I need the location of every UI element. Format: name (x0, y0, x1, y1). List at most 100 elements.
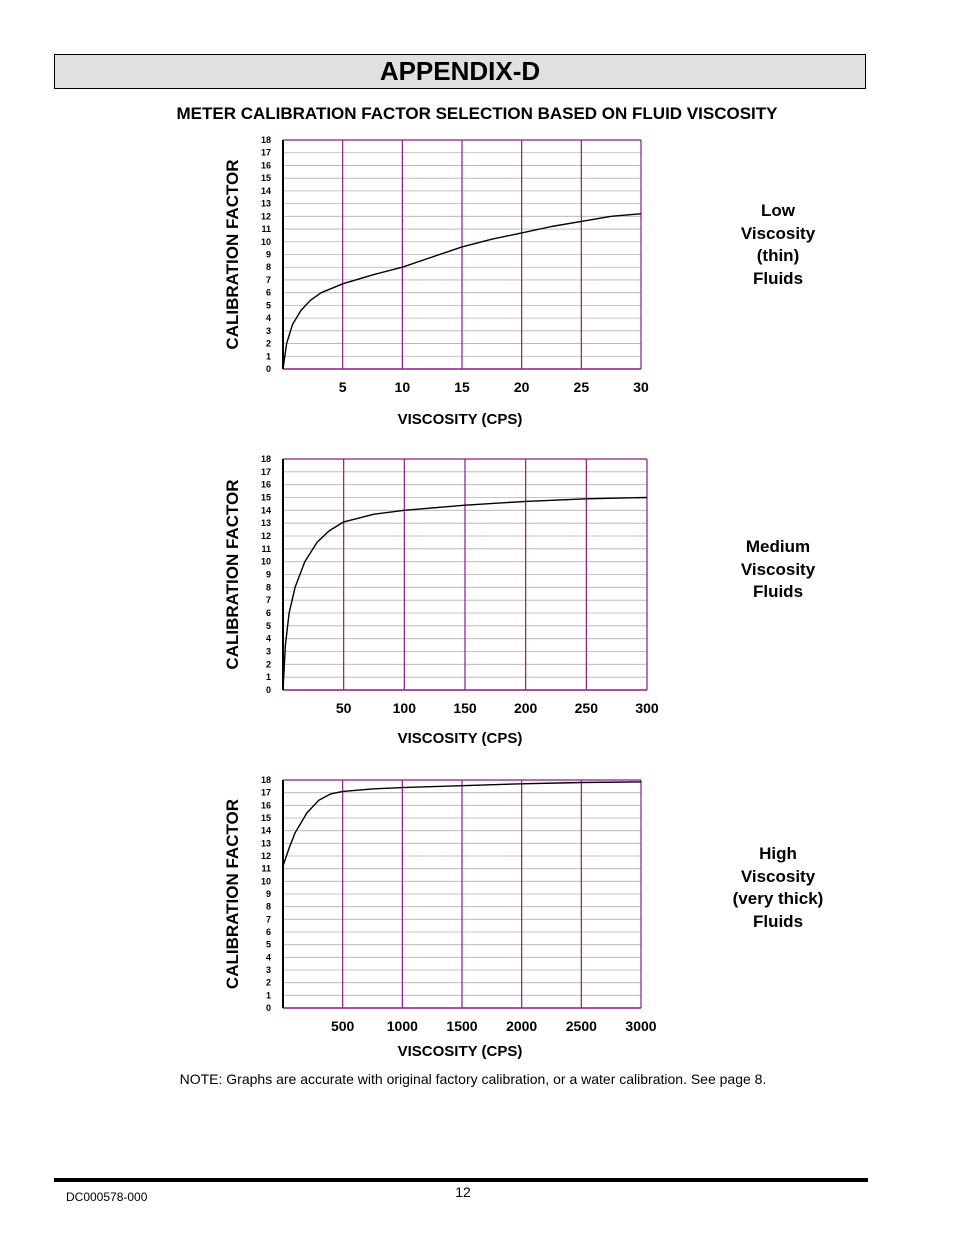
side-label-low: Low Viscosity (thin) Fluids (708, 200, 848, 290)
side-label-line: Viscosity (740, 866, 816, 886)
y-tick-label: 3 (266, 965, 271, 975)
x-tick-label: 20 (514, 379, 530, 395)
x-tick-label: 25 (574, 379, 590, 395)
y-tick-label: 13 (261, 199, 271, 209)
y-tick-label: 15 (261, 173, 271, 183)
y-tick-label: 11 (261, 864, 271, 874)
y-tick-label: 16 (261, 800, 271, 810)
y-tick-label: 2 (266, 339, 271, 349)
y-tick-label: 7 (266, 275, 271, 285)
side-label-line: High (759, 844, 797, 863)
x-tick-label: 30 (633, 379, 649, 395)
document-number: DC000578-000 (66, 1190, 148, 1204)
x-tick-label: 2000 (506, 1018, 537, 1034)
y-tick-label: 10 (261, 876, 271, 886)
x-axis-title: VISCOSITY (CPS) (398, 1043, 523, 1060)
y-tick-label: 17 (261, 788, 271, 798)
page-number: 12 (455, 1184, 471, 1200)
side-label-line: Fluids (752, 911, 804, 931)
y-tick-label: 11 (261, 224, 271, 234)
y-axis-title: CALIBRATION FACTOR (223, 479, 242, 669)
y-tick-label: 7 (266, 914, 271, 924)
y-tick-label: 3 (266, 326, 271, 336)
y-tick-label: 2 (266, 978, 271, 988)
y-tick-label: 1 (266, 990, 271, 1000)
x-tick-label: 10 (395, 379, 411, 395)
x-tick-label: 1500 (446, 1018, 477, 1034)
side-label-line: Medium (745, 537, 811, 556)
y-tick-label: 17 (261, 467, 271, 477)
side-label-high: High Viscosity (very thick) Fluids (708, 843, 848, 933)
y-tick-label: 10 (261, 557, 271, 567)
y-tick-label: 6 (266, 608, 271, 618)
y-tick-label: 5 (266, 940, 271, 950)
y-tick-label: 18 (261, 454, 271, 464)
x-axis-title: VISCOSITY (CPS) (398, 411, 523, 428)
page-subtitle: METER CALIBRATION FACTOR SELECTION BASED… (176, 104, 778, 123)
x-tick-label: 2500 (566, 1018, 597, 1034)
y-tick-label: 5 (266, 621, 271, 631)
y-tick-label: 4 (266, 313, 271, 323)
y-tick-label: 8 (266, 902, 271, 912)
x-tick-label: 500 (331, 1018, 355, 1034)
side-label-line: (very thick) (732, 889, 824, 908)
calibration-note: NOTE: Graphs are accurate with original … (179, 1071, 767, 1087)
y-tick-label: 0 (266, 1003, 271, 1013)
y-tick-label: 17 (261, 148, 271, 158)
x-axis-title: VISCOSITY (CPS) (398, 730, 523, 747)
calibration-curve (282, 496, 648, 691)
x-tick-label: 250 (575, 700, 599, 716)
x-tick-label: 300 (635, 700, 659, 716)
y-tick-label: 3 (266, 647, 271, 657)
y-tick-label: 11 (261, 544, 271, 554)
side-label-line: Fluids (752, 268, 804, 288)
side-label-medium: Medium Viscosity Fluids (708, 536, 848, 604)
y-tick-label: 9 (266, 250, 271, 260)
side-label-line: Viscosity (740, 223, 816, 243)
y-tick-label: 9 (266, 570, 271, 580)
y-tick-label: 6 (266, 927, 271, 937)
side-label-line: Fluids (752, 582, 804, 601)
x-tick-label: 15 (454, 379, 470, 395)
side-label-line: Low (761, 201, 795, 220)
y-tick-label: 18 (261, 135, 271, 145)
x-tick-label: 150 (453, 700, 477, 716)
footer-rule (54, 1178, 868, 1182)
y-tick-label: 18 (261, 775, 271, 785)
y-tick-label: 12 (261, 851, 271, 861)
y-tick-label: 6 (266, 288, 271, 298)
y-tick-label: 15 (261, 493, 271, 503)
y-tick-label: 1 (266, 351, 271, 361)
y-tick-label: 9 (266, 889, 271, 899)
x-tick-label: 5 (339, 379, 347, 395)
y-tick-label: 16 (261, 480, 271, 490)
y-tick-label: 13 (261, 518, 271, 528)
y-tick-label: 0 (266, 364, 271, 374)
y-tick-label: 8 (266, 262, 271, 272)
y-tick-label: 12 (261, 531, 271, 541)
y-axis-title: CALIBRATION FACTOR (223, 799, 242, 989)
side-label-line: (thin) (756, 246, 800, 265)
y-tick-label: 7 (266, 595, 271, 605)
y-tick-label: 5 (266, 300, 271, 310)
y-tick-label: 14 (261, 186, 271, 196)
y-tick-label: 14 (261, 826, 271, 836)
x-tick-label: 3000 (625, 1018, 656, 1034)
appendix-heading: APPENDIX-D (379, 56, 541, 86)
y-tick-label: 0 (266, 685, 271, 695)
y-axis-title: CALIBRATION FACTOR (223, 159, 242, 349)
x-tick-label: 50 (336, 700, 352, 716)
y-tick-label: 4 (266, 634, 271, 644)
y-tick-label: 10 (261, 237, 271, 247)
y-tick-label: 14 (261, 505, 271, 515)
y-tick-label: 12 (261, 211, 271, 221)
x-tick-label: 100 (393, 700, 417, 716)
y-tick-label: 15 (261, 813, 271, 823)
y-tick-label: 1 (266, 672, 271, 682)
y-tick-label: 16 (261, 160, 271, 170)
calibration-curve (282, 781, 642, 867)
